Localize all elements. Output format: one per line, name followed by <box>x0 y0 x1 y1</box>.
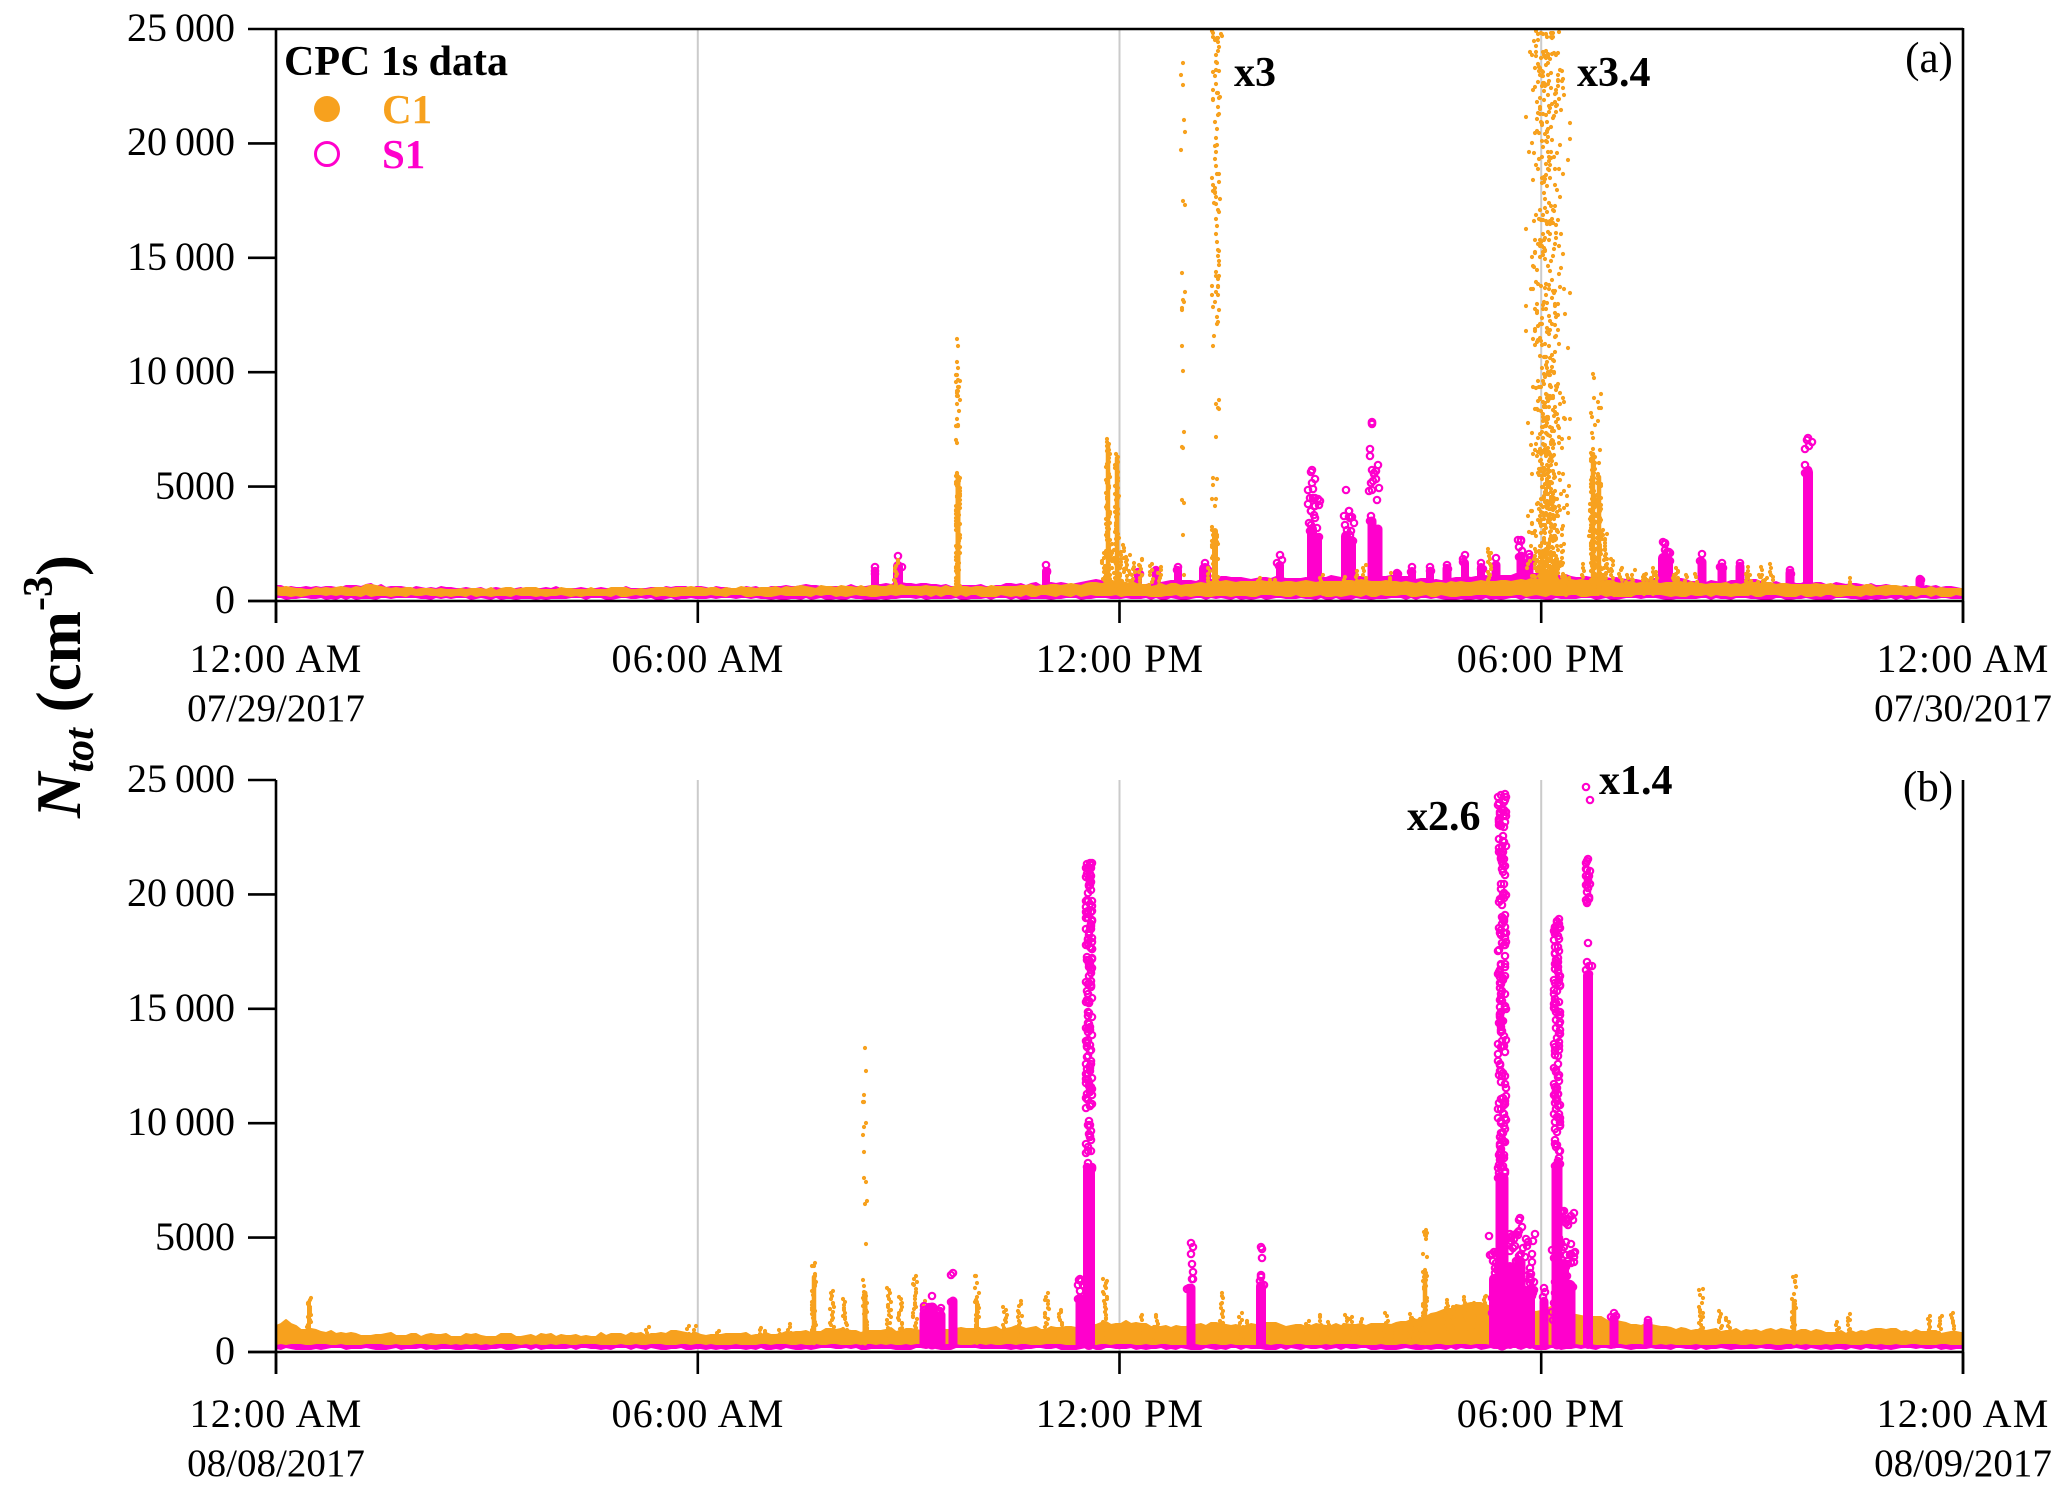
svg-text:07/30/2017: 07/30/2017 <box>1874 687 2052 730</box>
svg-text:12:00 AM: 12:00 AM <box>1877 1391 2050 1436</box>
svg-text:12:00 AM: 12:00 AM <box>190 636 363 681</box>
svg-text:12:00 PM: 12:00 PM <box>1036 1391 1205 1436</box>
svg-text:x2.6: x2.6 <box>1407 794 1481 840</box>
svg-text:0: 0 <box>215 1328 235 1373</box>
svg-text:25 000: 25 000 <box>127 756 235 801</box>
svg-text:5000: 5000 <box>155 463 235 508</box>
svg-text:(b): (b) <box>1903 764 1953 811</box>
svg-text:08/08/2017: 08/08/2017 <box>187 1442 365 1485</box>
svg-text:20 000: 20 000 <box>127 119 235 164</box>
svg-text:12:00 AM: 12:00 AM <box>1877 636 2050 681</box>
svg-text:x3.4: x3.4 <box>1577 50 1651 96</box>
svg-text:0: 0 <box>215 577 235 622</box>
svg-text:x3: x3 <box>1234 50 1276 96</box>
svg-text:20 000: 20 000 <box>127 870 235 915</box>
svg-text:(a): (a) <box>1905 35 1953 82</box>
svg-text:06:00 AM: 06:00 AM <box>612 636 785 681</box>
svg-text:15 000: 15 000 <box>127 985 235 1030</box>
svg-text:10 000: 10 000 <box>127 1099 235 1144</box>
svg-text:10 000: 10 000 <box>127 348 235 393</box>
svg-text:12:00 AM: 12:00 AM <box>190 1391 363 1436</box>
svg-text:C1: C1 <box>382 86 432 132</box>
svg-text:x1.4: x1.4 <box>1599 758 1673 804</box>
svg-text:06:00 PM: 06:00 PM <box>1457 1391 1626 1436</box>
svg-text:08/09/2017: 08/09/2017 <box>1874 1442 2052 1485</box>
svg-text:12:00 PM: 12:00 PM <box>1036 636 1205 681</box>
svg-text:5000: 5000 <box>155 1214 235 1259</box>
svg-text:06:00 AM: 06:00 AM <box>612 1391 785 1436</box>
svg-text:CPC 1s data: CPC 1s data <box>284 39 508 85</box>
svg-text:15 000: 15 000 <box>127 234 235 279</box>
svg-text:S1: S1 <box>382 131 425 177</box>
svg-text:06:00 PM: 06:00 PM <box>1457 636 1626 681</box>
svg-text:Ntot (cm-3): Ntot (cm-3) <box>16 555 103 819</box>
svg-text:25 000: 25 000 <box>127 5 235 50</box>
svg-text:07/29/2017: 07/29/2017 <box>187 687 365 730</box>
